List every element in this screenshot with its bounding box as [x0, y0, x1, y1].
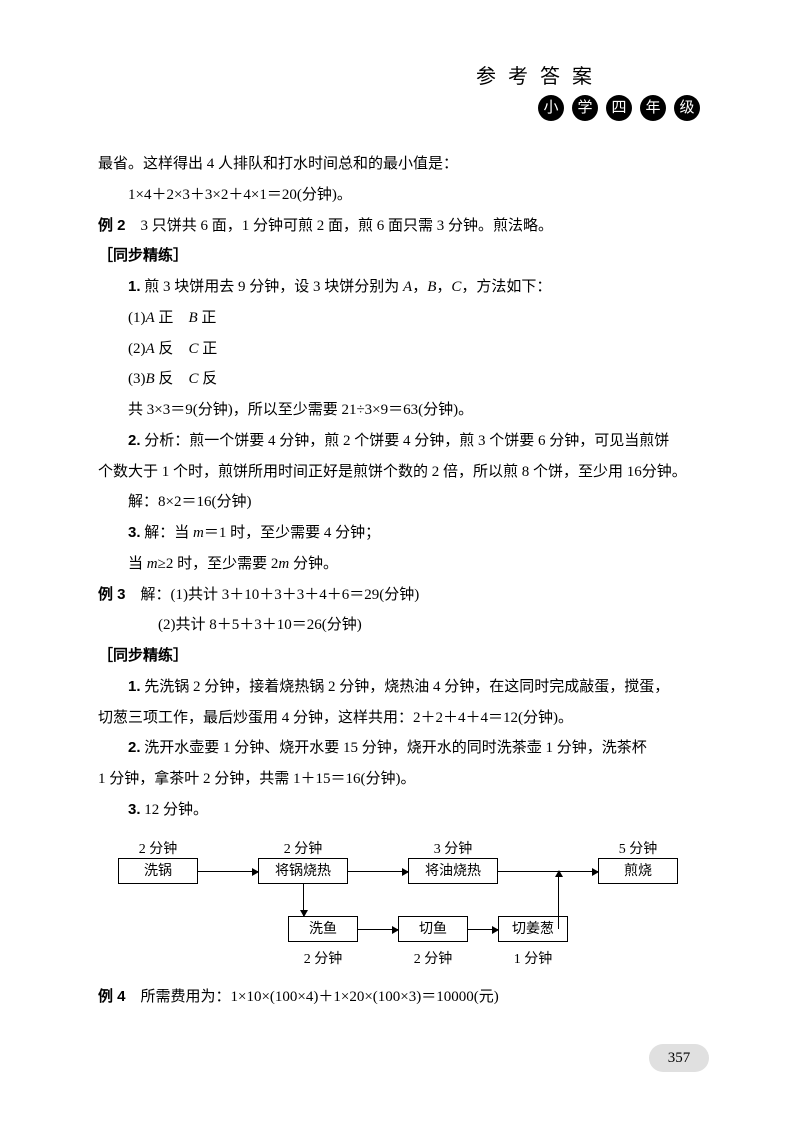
var: A: [403, 279, 412, 295]
step: (2)A 反 C 正: [98, 334, 702, 365]
item-2b: 2. 洗开水壶要 1 分钟、烧开水要 15 分钟，烧开水的同时洗茶壶 1 分钟，…: [98, 733, 702, 764]
t: 12 分钟。: [141, 802, 209, 818]
text-line: 个数大于 1 个时，煎饼所用时间正好是煎饼个数的 2 倍，所以煎 8 个饼，至少…: [98, 457, 702, 488]
var: B: [188, 310, 197, 326]
var: B: [146, 371, 155, 387]
t: 洗开水壶要 1 分钟、烧开水要 15 分钟，烧开水的同时洗茶壶 1 分钟，洗茶杯: [141, 740, 647, 756]
fc-arrow: [468, 929, 498, 930]
text: ［同步精练］: [98, 247, 188, 264]
t: 先洗锅 2 分钟，接着烧热锅 2 分钟，烧热油 4 分钟，在这同时完成敲蛋，搅蛋…: [141, 679, 670, 695]
num: 2.: [128, 432, 141, 449]
example-label: 例 3: [98, 586, 126, 603]
text-line: 1 分钟，拿茶叶 2 分钟，共需 1＋15＝16(分钟)。: [98, 764, 702, 795]
badge: 四: [606, 95, 632, 121]
fc-arrow: [358, 929, 398, 930]
num: 3.: [128, 801, 141, 818]
var: C: [451, 279, 461, 295]
t: ，: [412, 279, 427, 295]
fc-box: 将油烧热: [408, 858, 498, 884]
t: 煎 3 块饼用去 9 分钟，设 3 块饼分别为: [141, 279, 404, 295]
item-1: 1. 煎 3 块饼用去 9 分钟，设 3 块饼分别为 A，B，C，方法如下：: [98, 272, 702, 303]
text-line: 1×4＋2×3＋3×2＋4×1＝20(分钟)。: [98, 180, 702, 211]
section-label: ［同步精练］: [98, 641, 702, 672]
item-1b: 1. 先洗锅 2 分钟，接着烧热锅 2 分钟，烧热油 4 分钟，在这同时完成敲蛋…: [98, 672, 702, 703]
fc-arrow: [498, 871, 598, 872]
t: (3): [128, 371, 146, 387]
section-label: ［同步精练］: [98, 241, 702, 272]
var: C: [188, 341, 198, 357]
example-4: 例 4 所需费用为：1×10×(100×4)＋1×20×(100×3)＝1000…: [98, 982, 702, 1013]
text-line: 最省。这样得出 4 人排队和打水时间总和的最小值是：: [98, 149, 702, 180]
var: B: [427, 279, 436, 295]
t: 反: [155, 341, 189, 357]
t: 分钟。: [289, 556, 338, 572]
fc-line-up: [558, 871, 559, 929]
t: ＝1 时，至少需要 4 分钟；: [204, 525, 380, 541]
t: 反: [198, 371, 217, 387]
t: (2): [128, 341, 146, 357]
t: 解：(1)共计 3＋10＋3＋3＋4＋6＝29(分钟): [126, 587, 420, 603]
item-2: 2. 分析：煎一个饼要 4 分钟，煎 2 个饼要 4 分钟，煎 3 个饼要 6 …: [98, 426, 702, 457]
example-label: 例 4: [98, 988, 126, 1005]
badge: 小: [538, 95, 564, 121]
item-3b: 3. 12 分钟。: [98, 795, 702, 826]
var: m: [147, 556, 158, 572]
text-line: 共 3×3＝9(分钟)，所以至少需要 21÷3×9＝63(分钟)。: [98, 395, 702, 426]
t: 解：当: [141, 525, 194, 541]
text-line: (2)共计 8＋5＋3＋10＝26(分钟): [98, 610, 702, 641]
t: ≥2 时，至少需要 2: [158, 556, 279, 572]
page-number: 357: [649, 1044, 709, 1072]
fc-arrow: [348, 871, 408, 872]
item-3: 3. 解：当 m＝1 时，至少需要 4 分钟；: [98, 518, 702, 549]
var: A: [146, 341, 155, 357]
step: (1)A 正 B 正: [98, 303, 702, 334]
flowchart: 2 分钟洗锅2 分钟将锅烧热3 分钟将油烧热5 分钟煎烧洗鱼2 分钟切鱼2 分钟…: [118, 836, 688, 976]
header-title: 参考答案: [378, 60, 702, 89]
num: 1.: [128, 678, 141, 695]
badge: 年: [640, 95, 666, 121]
content: 最省。这样得出 4 人排队和打水时间总和的最小值是： 1×4＋2×3＋3×2＋4…: [98, 149, 702, 1012]
badge: 学: [572, 95, 598, 121]
t: 正: [155, 310, 189, 326]
example-label: 例 2: [98, 217, 126, 234]
t: ，方法如下：: [461, 279, 551, 295]
t: (1): [128, 310, 146, 326]
example-3: 例 3 解：(1)共计 3＋10＋3＋3＋4＋6＝29(分钟): [98, 580, 702, 611]
text: ［同步精练］: [98, 647, 188, 664]
fc-box: 将锅烧热: [258, 858, 348, 884]
step: (3)B 反 C 反: [98, 364, 702, 395]
fc-arrow-down: [303, 884, 304, 916]
fc-box: 洗鱼: [288, 916, 358, 942]
num: 1.: [128, 278, 141, 295]
var: A: [146, 310, 155, 326]
text-line: 切葱三项工作，最后炒蛋用 4 分钟，这样共用：2＋2＋4＋4＝12(分钟)。: [98, 703, 702, 734]
t: ，: [436, 279, 451, 295]
fc-box: 煎烧: [598, 858, 678, 884]
fc-time-label: 2 分钟: [398, 946, 468, 975]
num: 2.: [128, 739, 141, 756]
badge: 级: [674, 95, 700, 121]
t: 分析：煎一个饼要 4 分钟，煎 2 个饼要 4 分钟，煎 3 个饼要 6 分钟，…: [141, 433, 670, 449]
var: m: [193, 525, 204, 541]
t: 当: [128, 556, 147, 572]
text-line: 解：8×2＝16(分钟): [98, 487, 702, 518]
t: 所需费用为：1×10×(100×4)＋1×20×(100×3)＝10000(元): [126, 989, 499, 1005]
example-2: 例 2 3 只饼共 6 面，1 分钟可煎 2 面，煎 6 面只需 3 分钟。煎法…: [98, 211, 702, 242]
t: 反: [155, 371, 189, 387]
text: 3 只饼共 6 面，1 分钟可煎 2 面，煎 6 面只需 3 分钟。煎法略。: [126, 218, 554, 234]
var: C: [188, 371, 198, 387]
text-line: 当 m≥2 时，至少需要 2m 分钟。: [98, 549, 702, 580]
fc-arrow: [198, 871, 258, 872]
grade-badges: 小 学 四 年 级: [98, 95, 702, 121]
fc-box: 切鱼: [398, 916, 468, 942]
t: 正: [198, 341, 217, 357]
var: m: [278, 556, 289, 572]
fc-box: 洗锅: [118, 858, 198, 884]
num: 3.: [128, 524, 141, 541]
t: 正: [198, 310, 217, 326]
fc-time-label: 2 分钟: [288, 946, 358, 975]
fc-time-label: 1 分钟: [498, 946, 568, 975]
